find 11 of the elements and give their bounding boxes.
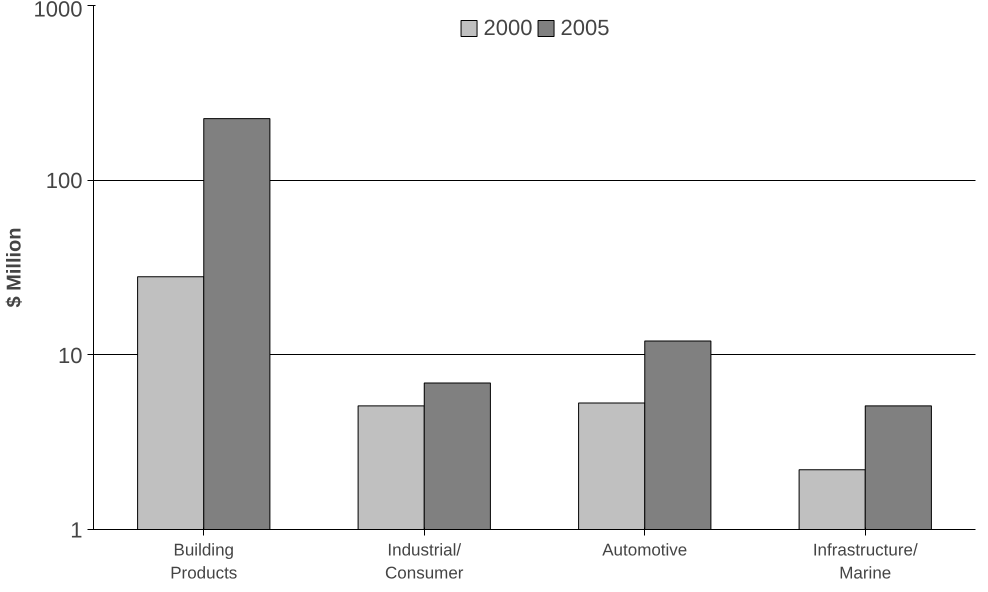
- y-tick-label: 10: [58, 342, 83, 368]
- x-tick-label: Industrial/ Consumer: [385, 540, 464, 582]
- x-tick-label: Infrastructure/ Marine: [812, 540, 918, 582]
- x-tick-label: Automotive: [602, 540, 688, 560]
- y-axis-title: $ Million: [4, 228, 26, 308]
- x-tick-label: Building Products: [170, 540, 238, 582]
- y-tick-label: 1: [70, 518, 83, 542]
- legend-label: 2000: [484, 15, 532, 41]
- y-tick-label: 1000: [34, 0, 83, 22]
- y-tick-label: 100: [46, 168, 83, 194]
- legend-label: 2005: [560, 15, 610, 41]
